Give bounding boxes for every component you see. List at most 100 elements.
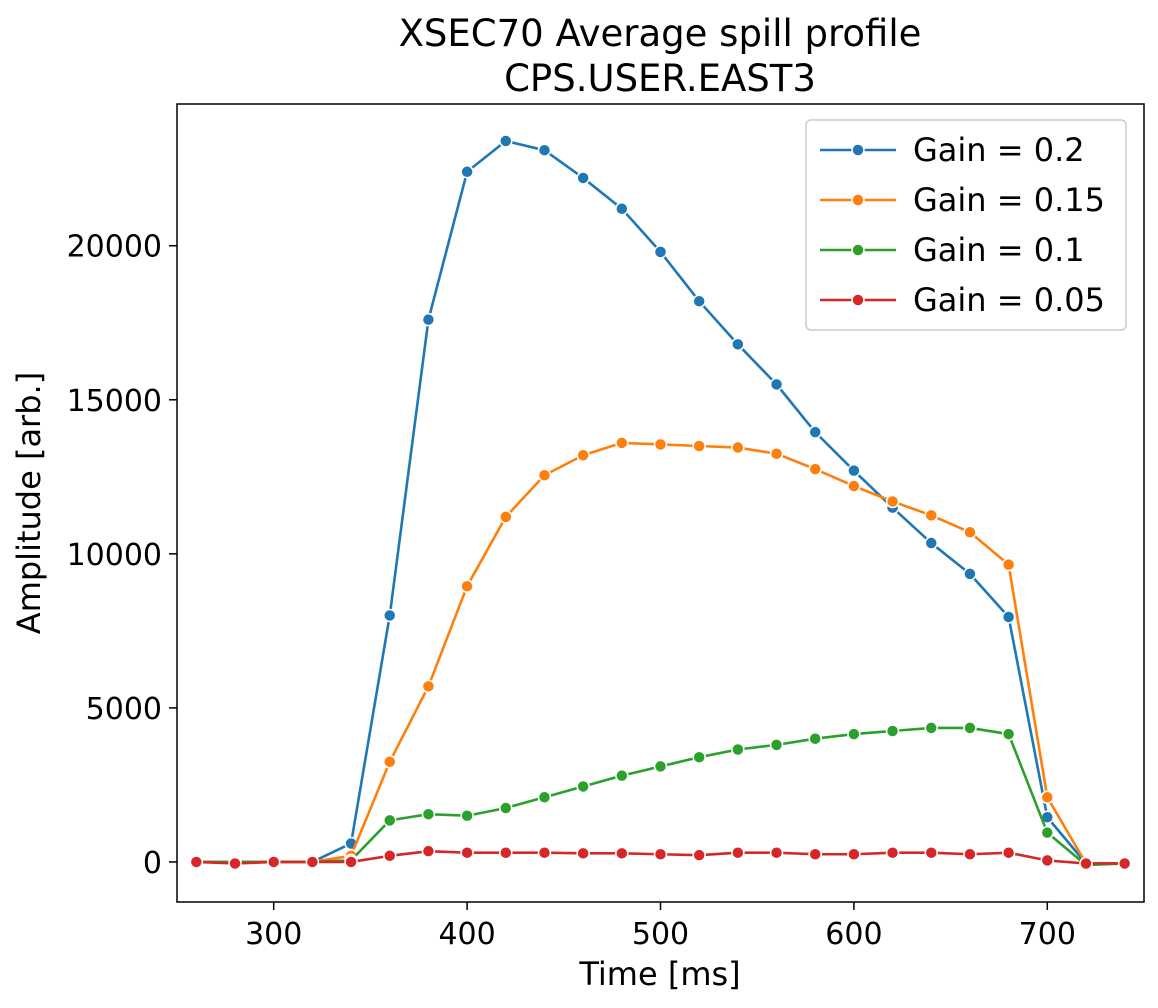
data-point: [924, 721, 939, 735]
data-point: [885, 494, 900, 509]
data-point: [692, 439, 706, 453]
data-point: [808, 731, 822, 746]
data-point: [1001, 845, 1016, 860]
data-point: [499, 134, 513, 148]
data-point: [1040, 790, 1055, 804]
data-point: [615, 768, 629, 783]
data-point: [1117, 856, 1132, 871]
y-axis: 0 5000 10000 15000 20000: [67, 230, 177, 881]
data-point: [344, 855, 358, 869]
x-tick-label: 600: [825, 917, 882, 952]
legend-box: [805, 119, 1127, 331]
data-point: [266, 855, 281, 869]
legend-label: Gain = 0.1: [913, 231, 1085, 269]
y-tick-label: 5000: [86, 692, 162, 727]
data-point: [808, 425, 822, 439]
data-point: [808, 462, 822, 476]
data-point: [924, 536, 939, 550]
data-point: [228, 856, 242, 871]
data-point: [769, 377, 784, 392]
data-point: [1001, 727, 1016, 741]
data-point: [885, 724, 900, 738]
y-tick-label: 20000: [67, 230, 162, 265]
data-point: [499, 801, 513, 815]
data-point: [499, 845, 513, 860]
data-point: [615, 436, 629, 450]
data-point: [731, 742, 745, 757]
data-point: [576, 448, 590, 462]
data-point: [1001, 557, 1016, 572]
data-point: [382, 813, 397, 828]
y-axis-label: Amplitude [arb.]: [10, 372, 48, 634]
data-point: [731, 337, 745, 352]
data-point: [769, 845, 784, 860]
data-point: [692, 294, 706, 308]
chart-subtitle: CPS.USER.EAST3: [504, 57, 816, 100]
data-point: [963, 847, 977, 861]
data-point: [963, 721, 977, 735]
data-point: [731, 440, 745, 455]
data-point: [653, 759, 668, 774]
data-point: [963, 567, 977, 581]
data-point: [963, 525, 977, 540]
data-point: [731, 845, 745, 860]
data-point: [847, 847, 861, 861]
data-point: [576, 846, 590, 861]
x-tick-label: 300: [245, 917, 302, 952]
x-tick-label: 500: [632, 917, 689, 952]
data-point: [615, 202, 629, 216]
data-point: [653, 245, 668, 259]
data-point: [615, 846, 629, 861]
data-point: [305, 855, 320, 869]
y-tick-label: 0: [143, 846, 162, 881]
data-point: [847, 463, 861, 478]
x-tick-label: 700: [1019, 917, 1076, 952]
data-point: [460, 579, 474, 593]
data-point: [537, 845, 552, 860]
data-point: [382, 849, 397, 863]
data-point: [808, 847, 822, 861]
data-point: [924, 508, 939, 523]
data-point: [421, 844, 436, 858]
data-point: [692, 848, 706, 862]
legend-label: Gain = 0.05: [913, 281, 1105, 319]
x-axis-label: Time [ms]: [578, 955, 740, 993]
data-point: [1040, 825, 1055, 840]
data-point: [1040, 853, 1055, 868]
chart-title: XSEC70 Average spill profile: [399, 12, 922, 55]
legend-marker: [851, 243, 865, 257]
y-tick-label: 10000: [67, 538, 162, 573]
data-point: [576, 779, 590, 794]
series-layer: [189, 134, 1132, 872]
data-point: [847, 727, 861, 741]
data-point: [1001, 610, 1016, 624]
data-point: [421, 312, 436, 327]
legend-marker: [851, 193, 865, 207]
data-point: [885, 845, 900, 860]
series-line-1: [196, 441, 1125, 865]
data-point: [189, 855, 204, 869]
data-point: [499, 510, 513, 524]
data-point: [537, 790, 552, 804]
data-point: [460, 165, 474, 179]
data-point: [653, 437, 668, 452]
legend: Gain = 0.2 Gain = 0.15 Gain = 0.1 Gain = 0.…: [805, 119, 1127, 331]
data-point: [924, 845, 939, 860]
data-point: [382, 608, 397, 623]
y-tick-label: 15000: [67, 384, 162, 419]
data-point: [537, 143, 552, 157]
data-point: [653, 847, 668, 861]
data-point: [421, 807, 436, 821]
legend-marker: [851, 143, 865, 157]
data-point: [769, 738, 784, 752]
legend-marker: [851, 293, 865, 307]
legend-label: Gain = 0.2: [913, 131, 1085, 169]
series-line-2: [196, 726, 1125, 867]
data-point: [382, 755, 397, 769]
data-point: [1079, 856, 1093, 871]
data-point: [537, 468, 552, 483]
data-point: [692, 750, 706, 764]
data-point: [576, 171, 590, 185]
x-axis: 300 400 500 600 700: [245, 902, 1076, 952]
